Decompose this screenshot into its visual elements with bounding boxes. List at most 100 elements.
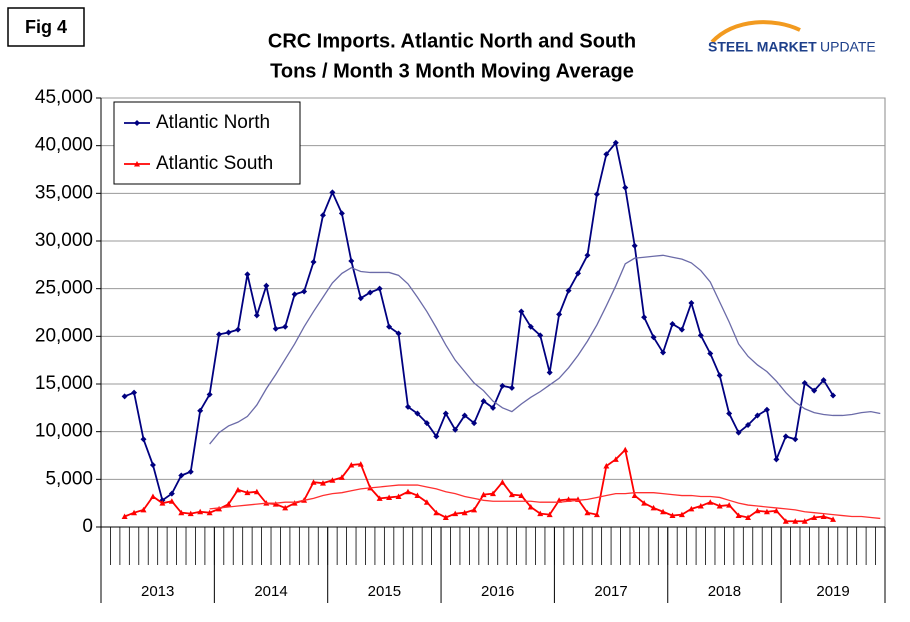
point — [367, 289, 374, 296]
point — [338, 474, 345, 480]
point — [584, 509, 591, 516]
point — [433, 509, 440, 516]
point — [348, 258, 355, 265]
point — [565, 287, 572, 294]
point — [811, 387, 818, 394]
point — [782, 518, 789, 524]
y-tick-label: 10,000 — [35, 421, 93, 442]
point — [830, 516, 837, 522]
point — [291, 500, 298, 506]
point — [660, 508, 667, 515]
trend-line — [209, 254, 881, 445]
point — [593, 191, 600, 198]
point — [140, 506, 147, 513]
point — [272, 501, 279, 507]
point — [612, 456, 619, 462]
point — [206, 391, 213, 398]
point — [584, 252, 591, 259]
point — [518, 308, 525, 315]
point — [471, 420, 478, 427]
x-group-label: 2019 — [816, 583, 849, 600]
point — [546, 369, 553, 376]
figure-label: Fig 4 — [25, 17, 67, 37]
point — [480, 491, 487, 498]
point — [801, 380, 808, 387]
point — [168, 498, 175, 504]
point — [234, 326, 241, 333]
point — [395, 493, 402, 499]
point — [527, 323, 534, 330]
point — [348, 462, 355, 468]
point — [650, 504, 657, 511]
point — [178, 472, 185, 479]
point — [338, 210, 345, 217]
point — [131, 389, 138, 396]
point — [660, 349, 667, 356]
point — [641, 314, 648, 321]
point — [395, 330, 402, 337]
series-line — [124, 140, 834, 502]
point — [121, 393, 128, 400]
legend-box — [113, 101, 301, 185]
point — [442, 410, 449, 417]
point — [499, 382, 506, 389]
point — [546, 511, 553, 518]
point — [272, 325, 279, 332]
point — [291, 291, 298, 298]
point — [414, 492, 421, 499]
point — [357, 295, 364, 302]
point — [745, 514, 752, 520]
point — [244, 489, 251, 496]
point — [225, 501, 232, 507]
point — [678, 511, 685, 518]
point — [386, 323, 393, 330]
point — [820, 513, 827, 520]
logo-swoosh — [710, 20, 801, 44]
point — [187, 510, 194, 517]
point — [754, 412, 761, 419]
point — [527, 503, 534, 510]
point — [735, 429, 742, 436]
point — [773, 507, 780, 514]
point — [678, 326, 685, 333]
point — [631, 492, 638, 499]
point — [376, 285, 383, 292]
point — [225, 329, 232, 336]
point — [490, 490, 496, 497]
point — [282, 504, 289, 511]
point — [310, 479, 317, 485]
y-tick-label: 25,000 — [35, 278, 93, 299]
point — [131, 509, 138, 516]
point — [650, 334, 657, 341]
y-tick-label: 20,000 — [35, 325, 93, 346]
logo-tag: UPDATE — [820, 39, 876, 55]
point — [187, 468, 194, 475]
point — [669, 320, 676, 327]
point — [140, 436, 147, 443]
point — [423, 499, 430, 505]
point — [282, 323, 289, 330]
legend-label: Atlantic North — [156, 112, 270, 133]
point — [707, 499, 714, 505]
point — [357, 461, 364, 467]
point — [149, 462, 156, 469]
point — [782, 433, 789, 440]
point — [206, 509, 213, 516]
x-group-label: 2018 — [708, 583, 741, 600]
point — [726, 410, 733, 417]
chart-subtitle: Tons / Month 3 Month Moving Average — [270, 60, 634, 82]
point — [726, 502, 733, 508]
point — [518, 492, 525, 499]
point — [461, 509, 468, 516]
point — [763, 406, 770, 413]
point — [471, 506, 478, 513]
y-tick-label: 5,000 — [45, 468, 93, 489]
x-group-label: 2014 — [254, 583, 287, 600]
point — [830, 392, 837, 399]
point — [669, 512, 676, 519]
point — [461, 412, 468, 419]
point — [745, 421, 752, 428]
trend-line — [209, 484, 881, 520]
x-group-label: 2015 — [368, 583, 401, 600]
point — [310, 258, 317, 265]
